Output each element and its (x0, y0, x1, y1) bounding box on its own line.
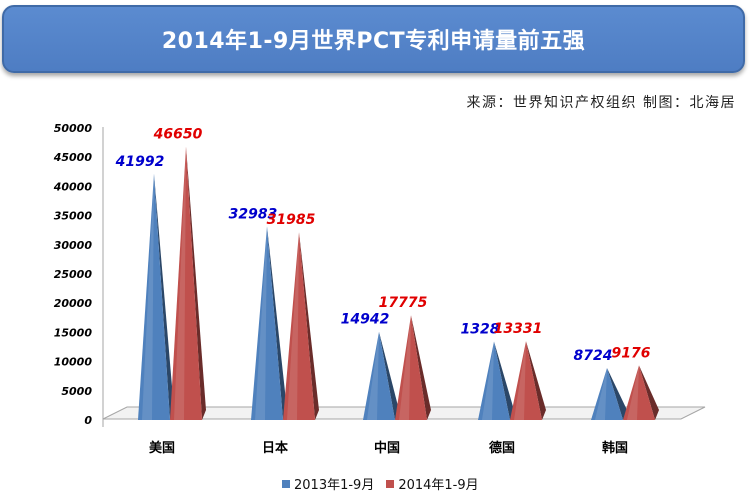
y-tick-label: 5000 (61, 385, 92, 398)
bar-日本-2014 (283, 232, 315, 420)
x-tick-label-韩国: 韩国 (602, 440, 628, 456)
x-tick-label-德国: 德国 (489, 440, 515, 456)
legend: 2013年1-9月 2014年1-9月 (282, 474, 491, 493)
bar-德国-2013-highlight (482, 341, 494, 420)
bar-日本-2013 (251, 226, 283, 420)
bar-美国-2014-side (186, 146, 206, 420)
chart-title: 2014年1-9月世界PCT专利申请量前五强 (2, 5, 745, 73)
data-label-美国-2014: 46650 (153, 127, 203, 143)
bar-美国-2013 (138, 173, 170, 420)
y-tick-label: 45000 (53, 151, 93, 164)
y-tick-label: 0 (84, 414, 92, 427)
legend-item-2013: 2013年1-9月 (282, 474, 374, 493)
legend-item-2014: 2014年1-9月 (386, 474, 479, 493)
y-tick-label: 50000 (54, 122, 93, 135)
bar-美国-2013-highlight (142, 173, 154, 420)
bar-美国-2014-highlight (174, 146, 186, 420)
bar-中国-2014-highlight (399, 315, 411, 420)
bar-德国-2014-highlight (514, 341, 526, 420)
y-tick-label: 40000 (53, 180, 93, 193)
x-tick-label-中国: 中国 (374, 440, 400, 456)
y-tick-label: 20000 (54, 297, 93, 310)
data-label-日本-2013: 32983 (229, 206, 278, 222)
bar-美国-2014 (170, 146, 202, 420)
bar-日本-2013-highlight (255, 226, 267, 420)
bar-日本-2014-highlight (287, 232, 299, 420)
bar-韩国-2014 (623, 365, 655, 420)
bar-德国-2014 (510, 341, 542, 420)
data-label-德国-2014: 13331 (494, 321, 543, 337)
y-tick-label: 25000 (54, 268, 93, 281)
legend-swatch-2013 (282, 479, 290, 488)
bar-德国-2013 (478, 341, 510, 420)
bar-中国-2013-highlight (367, 331, 379, 420)
legend-swatch-2014 (386, 479, 395, 488)
bar-韩国-2013-highlight (595, 368, 607, 420)
y-tick-label: 35000 (54, 210, 93, 223)
bar-中国-2013-side (379, 331, 399, 420)
bar-日本-2013-side (267, 226, 287, 420)
data-label-韩国-2014: 9176 (612, 345, 651, 361)
bar-韩国-2013-side (607, 368, 627, 420)
y-tick-label: 30000 (54, 239, 93, 252)
bar-德国-2014-side (526, 341, 546, 420)
bar-美国-2013-side (154, 173, 174, 420)
x-tick-label-日本: 日本 (262, 440, 288, 456)
y-tick-label: 10000 (54, 356, 93, 369)
source-note: 来源：世界知识产权组织 制图：北海居 (466, 95, 736, 111)
legend-label-2014: 2014年1-9月 (398, 478, 479, 493)
bar-日本-2014-side (299, 232, 319, 420)
bar-中国-2014 (395, 315, 427, 420)
data-label-韩国-2013: 8724 (574, 348, 613, 364)
bar-韩国-2013 (591, 368, 623, 420)
y-tick-label: 15000 (54, 326, 93, 339)
data-label-德国-2013: 1328 (461, 321, 500, 337)
bar-中国-2013 (363, 331, 395, 420)
bar-中国-2014-side (411, 315, 431, 420)
bar-德国-2013-side (494, 341, 514, 420)
x-tick-label-美国: 美国 (149, 440, 175, 456)
bar-韩国-2014-side (639, 365, 659, 420)
bar-韩国-2014-highlight (627, 365, 639, 420)
data-label-中国-2013: 14942 (341, 312, 390, 328)
data-label-美国-2013: 41992 (115, 154, 165, 170)
data-label-日本-2014: 31985 (267, 212, 316, 228)
legend-label-2013: 2013年1-9月 (294, 478, 375, 493)
data-label-中国-2014: 17775 (379, 295, 428, 311)
